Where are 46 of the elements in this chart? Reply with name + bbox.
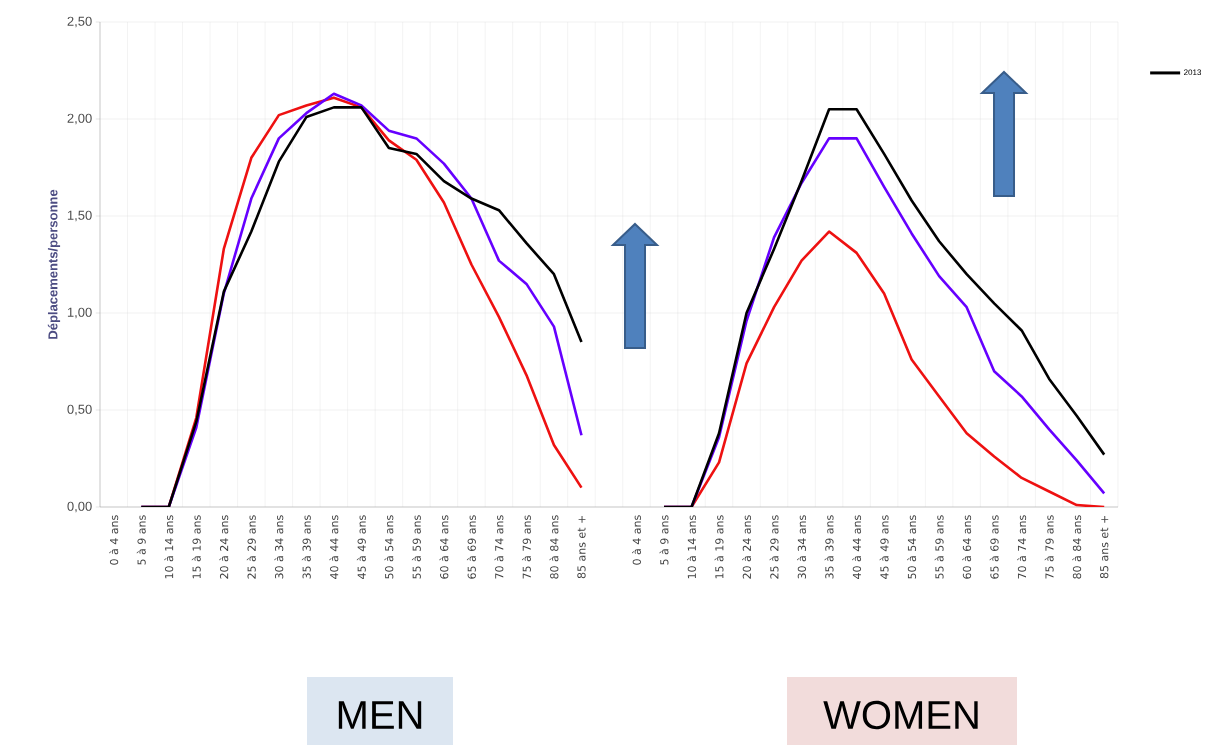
x-tick-label: 5 à 9 ans: [136, 515, 146, 565]
x-tick-label: 75 à 79 ans: [521, 515, 531, 579]
x-tick-label: 15 à 19 ans: [714, 515, 724, 579]
x-tick-label: 20 à 24 ans: [219, 515, 229, 579]
x-tick-label: 55 à 59 ans: [934, 515, 944, 579]
y-tick-label: 0,50: [67, 404, 92, 416]
x-tick-label: 25 à 29 ans: [769, 515, 779, 579]
x-tick-label: 50 à 54 ans: [384, 515, 394, 579]
x-tick-label: 60 à 64 ans: [962, 515, 972, 579]
text: WOMEN: [823, 700, 978, 730]
x-tick-label: 35 à 39 ans: [301, 515, 311, 579]
x-tick-label: 85 ans et +: [577, 515, 586, 579]
y-tick-label: 1,00: [67, 307, 92, 319]
y-tick-label: 1,50: [67, 210, 92, 222]
x-tick-label: 45 à 49 ans: [356, 515, 366, 579]
text: MEN: [338, 701, 422, 729]
x-tick-label: 15 à 19 ans: [191, 515, 201, 579]
x-tick-label: 80 à 84 ans: [549, 515, 559, 579]
x-tick-label: 25 à 29 ans: [246, 515, 256, 579]
x-tick-label: 70 à 74 ans: [1017, 515, 1027, 579]
x-tick-label: 70 à 74 ans: [494, 515, 504, 579]
x-tick-label: 65 à 69 ans: [989, 515, 999, 579]
x-tick-label: 85 ans et +: [1100, 515, 1109, 579]
y-axis-title: Déplacements/personne: [47, 189, 61, 339]
x-tick-label: 60 à 64 ans: [439, 515, 449, 579]
y-tick-label: 2,50: [67, 16, 92, 28]
x-tick-label: 45 à 49 ans: [879, 515, 889, 579]
x-tick-label: 5 à 9 ans: [659, 515, 669, 565]
x-tick-label: 55 à 59 ans: [411, 515, 421, 579]
x-tick-label: 75 à 79 ans: [1044, 515, 1054, 579]
x-tick-label: 35 à 39 ans: [824, 515, 834, 579]
x-tick-label: 0 à 4 ans: [109, 515, 119, 565]
x-tick-label: 30 à 34 ans: [274, 515, 284, 579]
y-tick-label: 2,00: [67, 113, 92, 125]
x-tick-label: 65 à 69 ans: [466, 515, 476, 579]
x-tick-label: 30 à 34 ans: [797, 515, 807, 579]
x-tick-label: 0 à 4 ans: [632, 515, 641, 565]
legend-label: 2013: [1184, 69, 1202, 76]
x-tick-label: 50 à 54 ans: [907, 515, 917, 579]
x-tick-label: 40 à 44 ans: [329, 515, 339, 579]
x-tick-label: 80 à 84 ans: [1072, 515, 1082, 579]
x-tick-label: 10 à 14 ans: [687, 515, 696, 579]
x-tick-label: 20 à 24 ans: [742, 515, 752, 579]
x-tick-label: 40 à 44 ans: [852, 515, 862, 579]
y-tick-label: 0,00: [67, 501, 92, 513]
x-tick-label: 10 à 14 ans: [164, 515, 174, 579]
